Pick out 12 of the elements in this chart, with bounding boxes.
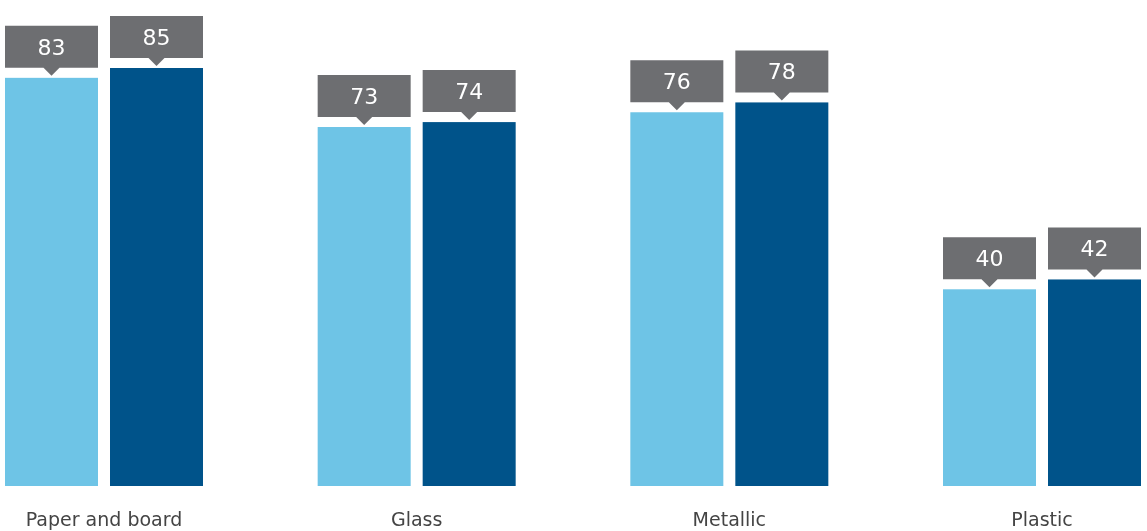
x-tick-label: Paper and board [25, 508, 183, 530]
x-tick-label: Glass [390, 508, 443, 530]
data-label: 73 [350, 84, 379, 110]
data-label: 78 [767, 59, 796, 85]
x-tick-label: Plastic [1011, 508, 1073, 530]
data-label: 74 [455, 79, 484, 105]
x-tick-label: Metallic [692, 508, 767, 530]
data-label: 85 [142, 25, 171, 50]
data-label: 42 [1080, 236, 1109, 262]
data-label: 76 [662, 69, 691, 95]
data-label: 40 [975, 246, 1004, 272]
data-label: 83 [37, 34, 66, 60]
